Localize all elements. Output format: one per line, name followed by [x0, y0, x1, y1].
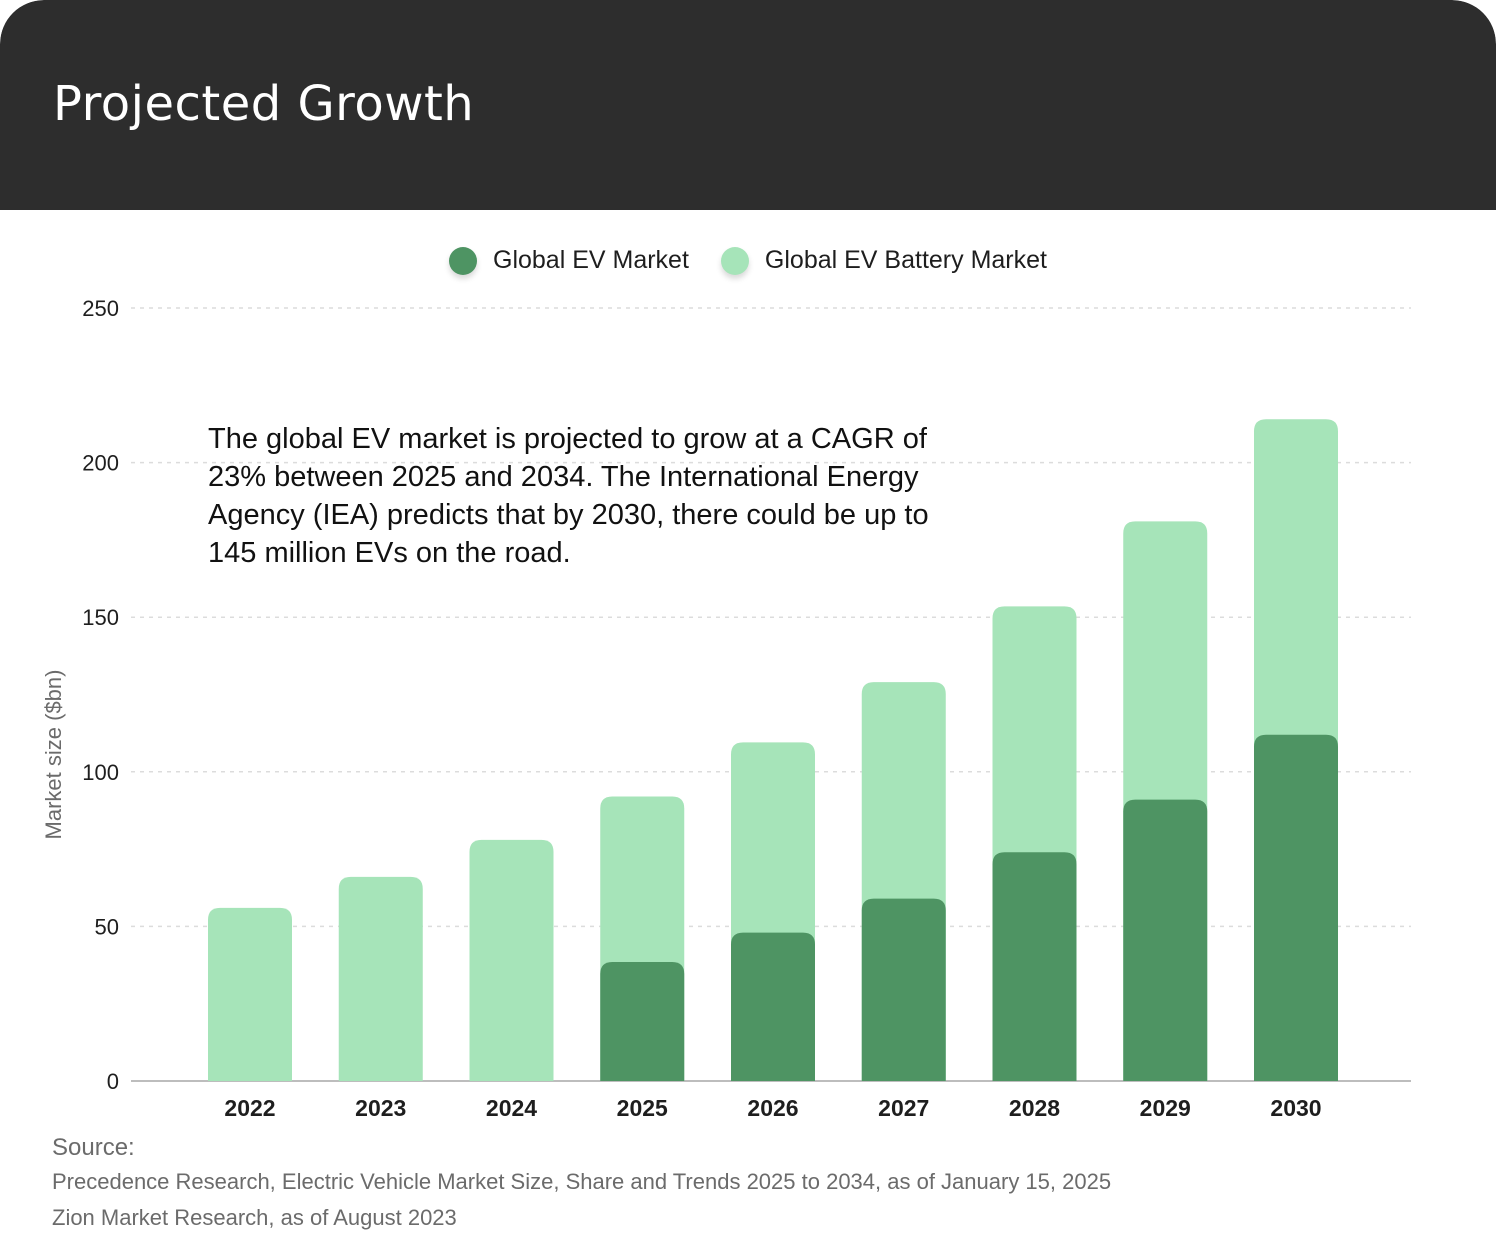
- y-axis-title: Market size ($bn): [41, 670, 66, 840]
- x-tick-label: 2028: [1009, 1095, 1060, 1121]
- x-tick-label: 2030: [1270, 1095, 1321, 1121]
- page-title: Projected Growth: [53, 76, 475, 132]
- source-title: Source:: [52, 1134, 135, 1161]
- y-tick-label: 0: [107, 1069, 119, 1094]
- y-tick-label: 250: [82, 296, 119, 321]
- y-tick-label: 150: [82, 605, 119, 630]
- header-bar: Projected Growth: [0, 0, 1496, 210]
- legend-item-battery-market[interactable]: Global EV Battery Market: [720, 246, 1047, 275]
- bar-ev-2029[interactable]: [1123, 799, 1208, 1081]
- source-line: Precedence Research, Electric Vehicle Ma…: [52, 1169, 1112, 1194]
- legend-label-battery-market: Global EV Battery Market: [764, 246, 1047, 274]
- bar-ev-2026[interactable]: [731, 932, 815, 1081]
- legend-swatch-battery-market: [720, 246, 749, 275]
- source-notes: Source: Precedence Research, Electric Ve…: [52, 1132, 1111, 1236]
- x-tick-label: 2025: [617, 1095, 668, 1121]
- y-tick-label: 50: [95, 914, 119, 939]
- source-line: Zion Market Research, as of August 2023: [52, 1205, 457, 1230]
- x-tick-label: 2027: [878, 1095, 929, 1121]
- bar-ev-2025[interactable]: [600, 961, 685, 1081]
- x-tick-label: 2023: [355, 1095, 406, 1121]
- x-tick-label: 2026: [747, 1095, 798, 1121]
- legend-swatch-ev-market: [449, 246, 477, 275]
- y-tick-label: 100: [82, 760, 119, 785]
- bar-ev-2027[interactable]: [861, 898, 946, 1081]
- bar-ev-2030[interactable]: [1254, 734, 1338, 1081]
- bar-battery-2023[interactable]: [338, 876, 423, 1081]
- x-tick-label: 2024: [486, 1095, 537, 1121]
- bar-ev-2028[interactable]: [992, 852, 1077, 1081]
- chart-legend: Global EV Market Global EV Battery Marke…: [0, 246, 1496, 275]
- bar-battery-2022[interactable]: [208, 907, 292, 1081]
- bar-battery-2024[interactable]: [469, 839, 554, 1081]
- x-tick-label: 2029: [1140, 1095, 1191, 1121]
- y-tick-label: 200: [82, 451, 119, 476]
- legend-label-ev-market: Global EV Market: [493, 246, 689, 274]
- chart-annotation: The global EV market is projected to gro…: [208, 423, 929, 569]
- x-tick-label: 2022: [224, 1095, 275, 1121]
- legend-item-ev-market[interactable]: Global EV Market: [449, 246, 689, 275]
